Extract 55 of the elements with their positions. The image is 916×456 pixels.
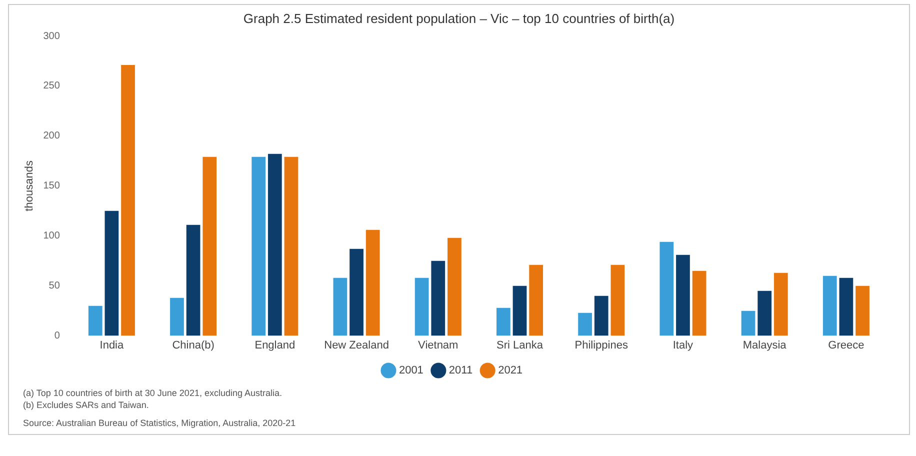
y-tick-label: 200 <box>43 130 60 142</box>
text: (b) Excludes SARs and Taiwan. <box>23 400 150 410</box>
bar <box>856 286 870 336</box>
x-tick-label: Malaysia <box>742 339 788 352</box>
x-tick-label: Vietnam <box>418 339 458 352</box>
bar <box>366 230 380 336</box>
chart-title: Graph 2.5 Estimated resident population – Vic – top 10 countries of birth(a) <box>242 11 676 26</box>
x-tick-label: Italy <box>672 339 694 352</box>
bar <box>88 306 102 336</box>
x-tick-label: Philippines <box>574 339 628 352</box>
bar <box>594 296 608 336</box>
x-tick-label: New Zealand <box>324 339 389 352</box>
bar <box>822 276 837 336</box>
bar <box>104 210 119 336</box>
bar <box>333 278 348 336</box>
x-tick-label: China(b) <box>172 339 214 352</box>
y-tick-label: 100 <box>43 230 60 242</box>
y-tick-label: 300 <box>43 30 60 42</box>
y-tick-label: 150 <box>43 180 60 192</box>
bar <box>202 156 217 336</box>
bar <box>660 242 674 336</box>
bar <box>284 156 298 336</box>
bar <box>252 156 266 336</box>
bar <box>610 264 625 336</box>
text: (a) Top 10 countries of birth at 30 June 2021, excluding Australia. <box>23 388 283 398</box>
x-tick-label: Greece <box>828 339 864 352</box>
legend-label: 2001 <box>398 364 424 377</box>
bar <box>414 278 429 336</box>
bar <box>741 310 756 336</box>
bar <box>170 298 184 336</box>
legend-label: 2021 <box>498 364 523 377</box>
bar <box>121 64 135 336</box>
x-tick-label: Sri Lanka <box>496 339 544 352</box>
bar <box>512 286 527 336</box>
bar <box>758 290 772 336</box>
legend-label: 2011 <box>448 364 473 377</box>
bar <box>529 264 544 336</box>
bar <box>268 154 282 336</box>
bar <box>431 260 446 336</box>
bar <box>774 272 788 336</box>
source-note: Source: Australian Bureau of Statistics, Migration, Australia, 2020-21 <box>23 418 297 428</box>
bar <box>496 308 510 336</box>
bar <box>692 270 706 336</box>
bar <box>839 278 854 336</box>
x-tick-label: India <box>100 339 124 352</box>
bar <box>186 224 200 336</box>
bar <box>578 312 592 336</box>
y-tick-label: 50 <box>48 280 60 292</box>
y-axis-title: thousands <box>24 160 36 212</box>
bar <box>448 238 462 336</box>
bar <box>676 254 690 336</box>
bar <box>350 248 364 336</box>
y-tick-label: 0 <box>54 330 60 342</box>
y-tick-label: 250 <box>43 80 60 92</box>
x-tick-label: England <box>254 339 296 352</box>
